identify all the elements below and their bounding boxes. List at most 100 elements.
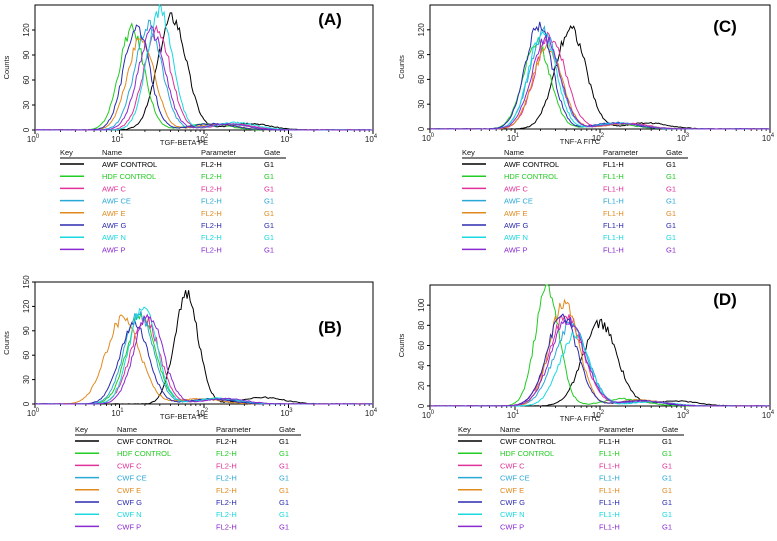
series-line-cwf-p (35, 313, 373, 405)
y-tick-label: 60 (22, 350, 31, 359)
panel-c: 0 30 60 90 120 Counts 100 101 102 103 104 TNF-A FIT… (397, 4, 775, 254)
x-tick-label: 103 (677, 133, 690, 143)
legend-header: Name (504, 148, 524, 157)
series-line-awf-g (34, 24, 373, 131)
legend-name: AWF E (504, 209, 527, 218)
legend-parameter: FL2-H (216, 437, 237, 446)
y-axis-label: Counts (2, 55, 11, 79)
legend-parameter: FL1-H (603, 233, 624, 242)
legend-name: AWF N (504, 233, 528, 242)
legend-gate: G1 (662, 522, 672, 531)
legend-header: Name (500, 425, 520, 434)
y-tick-label: 150 (22, 275, 31, 289)
legend-parameter: FL2-H (201, 233, 222, 242)
panel-a: 0 30 60 90 120 Counts 100 101 102 103 104 TGF-BETA … (2, 3, 378, 254)
legend-name: CWF CE (117, 474, 147, 483)
legend-name: CWF G (500, 498, 525, 507)
legend-parameter: FL2-H (216, 461, 237, 470)
panel-label: (D) (713, 290, 737, 309)
legend-parameter: FL2-H (201, 221, 222, 230)
legend-gate: G1 (666, 233, 676, 242)
legend-header: Name (117, 425, 137, 434)
panel-label: (B) (318, 318, 342, 337)
legend: Key Name Parameter Gate AWF CONTROL FL2-H G1 HD… (60, 148, 286, 254)
legend-gate: G1 (264, 233, 274, 242)
legend-gate: G1 (666, 209, 676, 218)
legend-parameter: FL2-H (216, 486, 237, 495)
legend-gate: G1 (279, 449, 289, 458)
y-tick-label: 60 (417, 74, 426, 83)
legend-gate: G1 (264, 160, 274, 169)
legend-gate: G1 (279, 461, 289, 470)
y-tick-label: 80 (417, 320, 426, 329)
y-tick-label: 90 (22, 50, 31, 59)
legend-name: AWF C (102, 184, 126, 193)
legend-gate: G1 (666, 160, 676, 169)
series-line-awf-p (34, 25, 373, 131)
legend-parameter: FL2-H (201, 172, 222, 181)
legend-gate: G1 (662, 461, 672, 470)
legend-header: Key (75, 425, 88, 434)
legend-parameter: FL2-H (216, 510, 237, 519)
legend-gate: G1 (279, 522, 289, 531)
legend-header: Gate (666, 148, 682, 157)
x-tick-label: 102 (592, 133, 605, 143)
x-tick-label: 101 (111, 408, 124, 418)
legend: Key Name Parameter Gate CWF CONTROL FL2-H G1 HD… (75, 425, 301, 531)
legend-parameter: FL1-H (603, 245, 624, 254)
legend-parameter: FL2-H (201, 209, 222, 218)
legend-name: AWF G (102, 221, 126, 230)
legend-gate: G1 (666, 197, 676, 206)
legend-header: Key (458, 425, 471, 434)
x-axis-label: TGF-BETA PE (160, 138, 208, 147)
legend-parameter: FL1-H (603, 172, 624, 181)
series-line-hdf-control (429, 36, 771, 130)
series-line-cwf-n (430, 330, 770, 407)
series-line-awf-e (35, 37, 374, 131)
legend-gate: G1 (666, 184, 676, 193)
legend-header: Gate (662, 425, 678, 434)
legend-name: CWF N (117, 510, 142, 519)
legend-parameter: FL1-H (603, 209, 624, 218)
legend-parameter: FL2-H (216, 474, 237, 483)
x-tick-label: 100 (27, 408, 40, 418)
x-tick-label: 100 (27, 134, 40, 144)
legend-parameter: FL2-H (201, 245, 222, 254)
legend-name: AWF P (504, 245, 527, 254)
x-axis-label: TNF-A FITC (560, 414, 601, 423)
y-tick-label: 40 (417, 361, 426, 370)
x-tick-label: 102 (196, 408, 209, 418)
x-tick-label: 101 (507, 410, 520, 420)
series-line-cwf-control (34, 290, 374, 405)
x-tick-label: 101 (111, 134, 124, 144)
legend-name: CWF E (500, 486, 524, 495)
x-tick-label: 103 (677, 410, 690, 420)
legend-parameter: FL1-H (603, 197, 624, 206)
legend-gate: G1 (279, 486, 289, 495)
legend-header: Key (462, 148, 475, 157)
series-line-awf-c (35, 24, 374, 131)
legend-header: Parameter (599, 425, 635, 434)
series-line-awf-n (429, 30, 771, 130)
series-line-cwf-p (430, 316, 770, 407)
legend-name: CWF P (500, 522, 524, 531)
series-line-awf-c (429, 31, 771, 130)
legend-parameter: FL2-H (216, 498, 237, 507)
y-tick-label: 20 (417, 381, 426, 390)
legend-header: Key (60, 148, 73, 157)
y-tick-label: 0 (22, 127, 31, 132)
y-tick-label: 60 (417, 341, 426, 350)
legend-gate: G1 (264, 245, 274, 254)
legend-name: CWF G (117, 498, 142, 507)
legend-header: Gate (264, 148, 280, 157)
y-axis-label: Counts (397, 55, 406, 79)
legend-name: CWF N (500, 510, 525, 519)
legend-name: AWF C (504, 184, 528, 193)
legend-gate: G1 (666, 172, 676, 181)
legend-header: Name (102, 148, 122, 157)
series-line-hdf-control (35, 22, 373, 131)
legend-name: CWF P (117, 522, 141, 531)
legend-gate: G1 (662, 510, 672, 519)
legend-name: AWF CONTROL (504, 160, 559, 169)
series-line-awf-ce (34, 19, 374, 131)
